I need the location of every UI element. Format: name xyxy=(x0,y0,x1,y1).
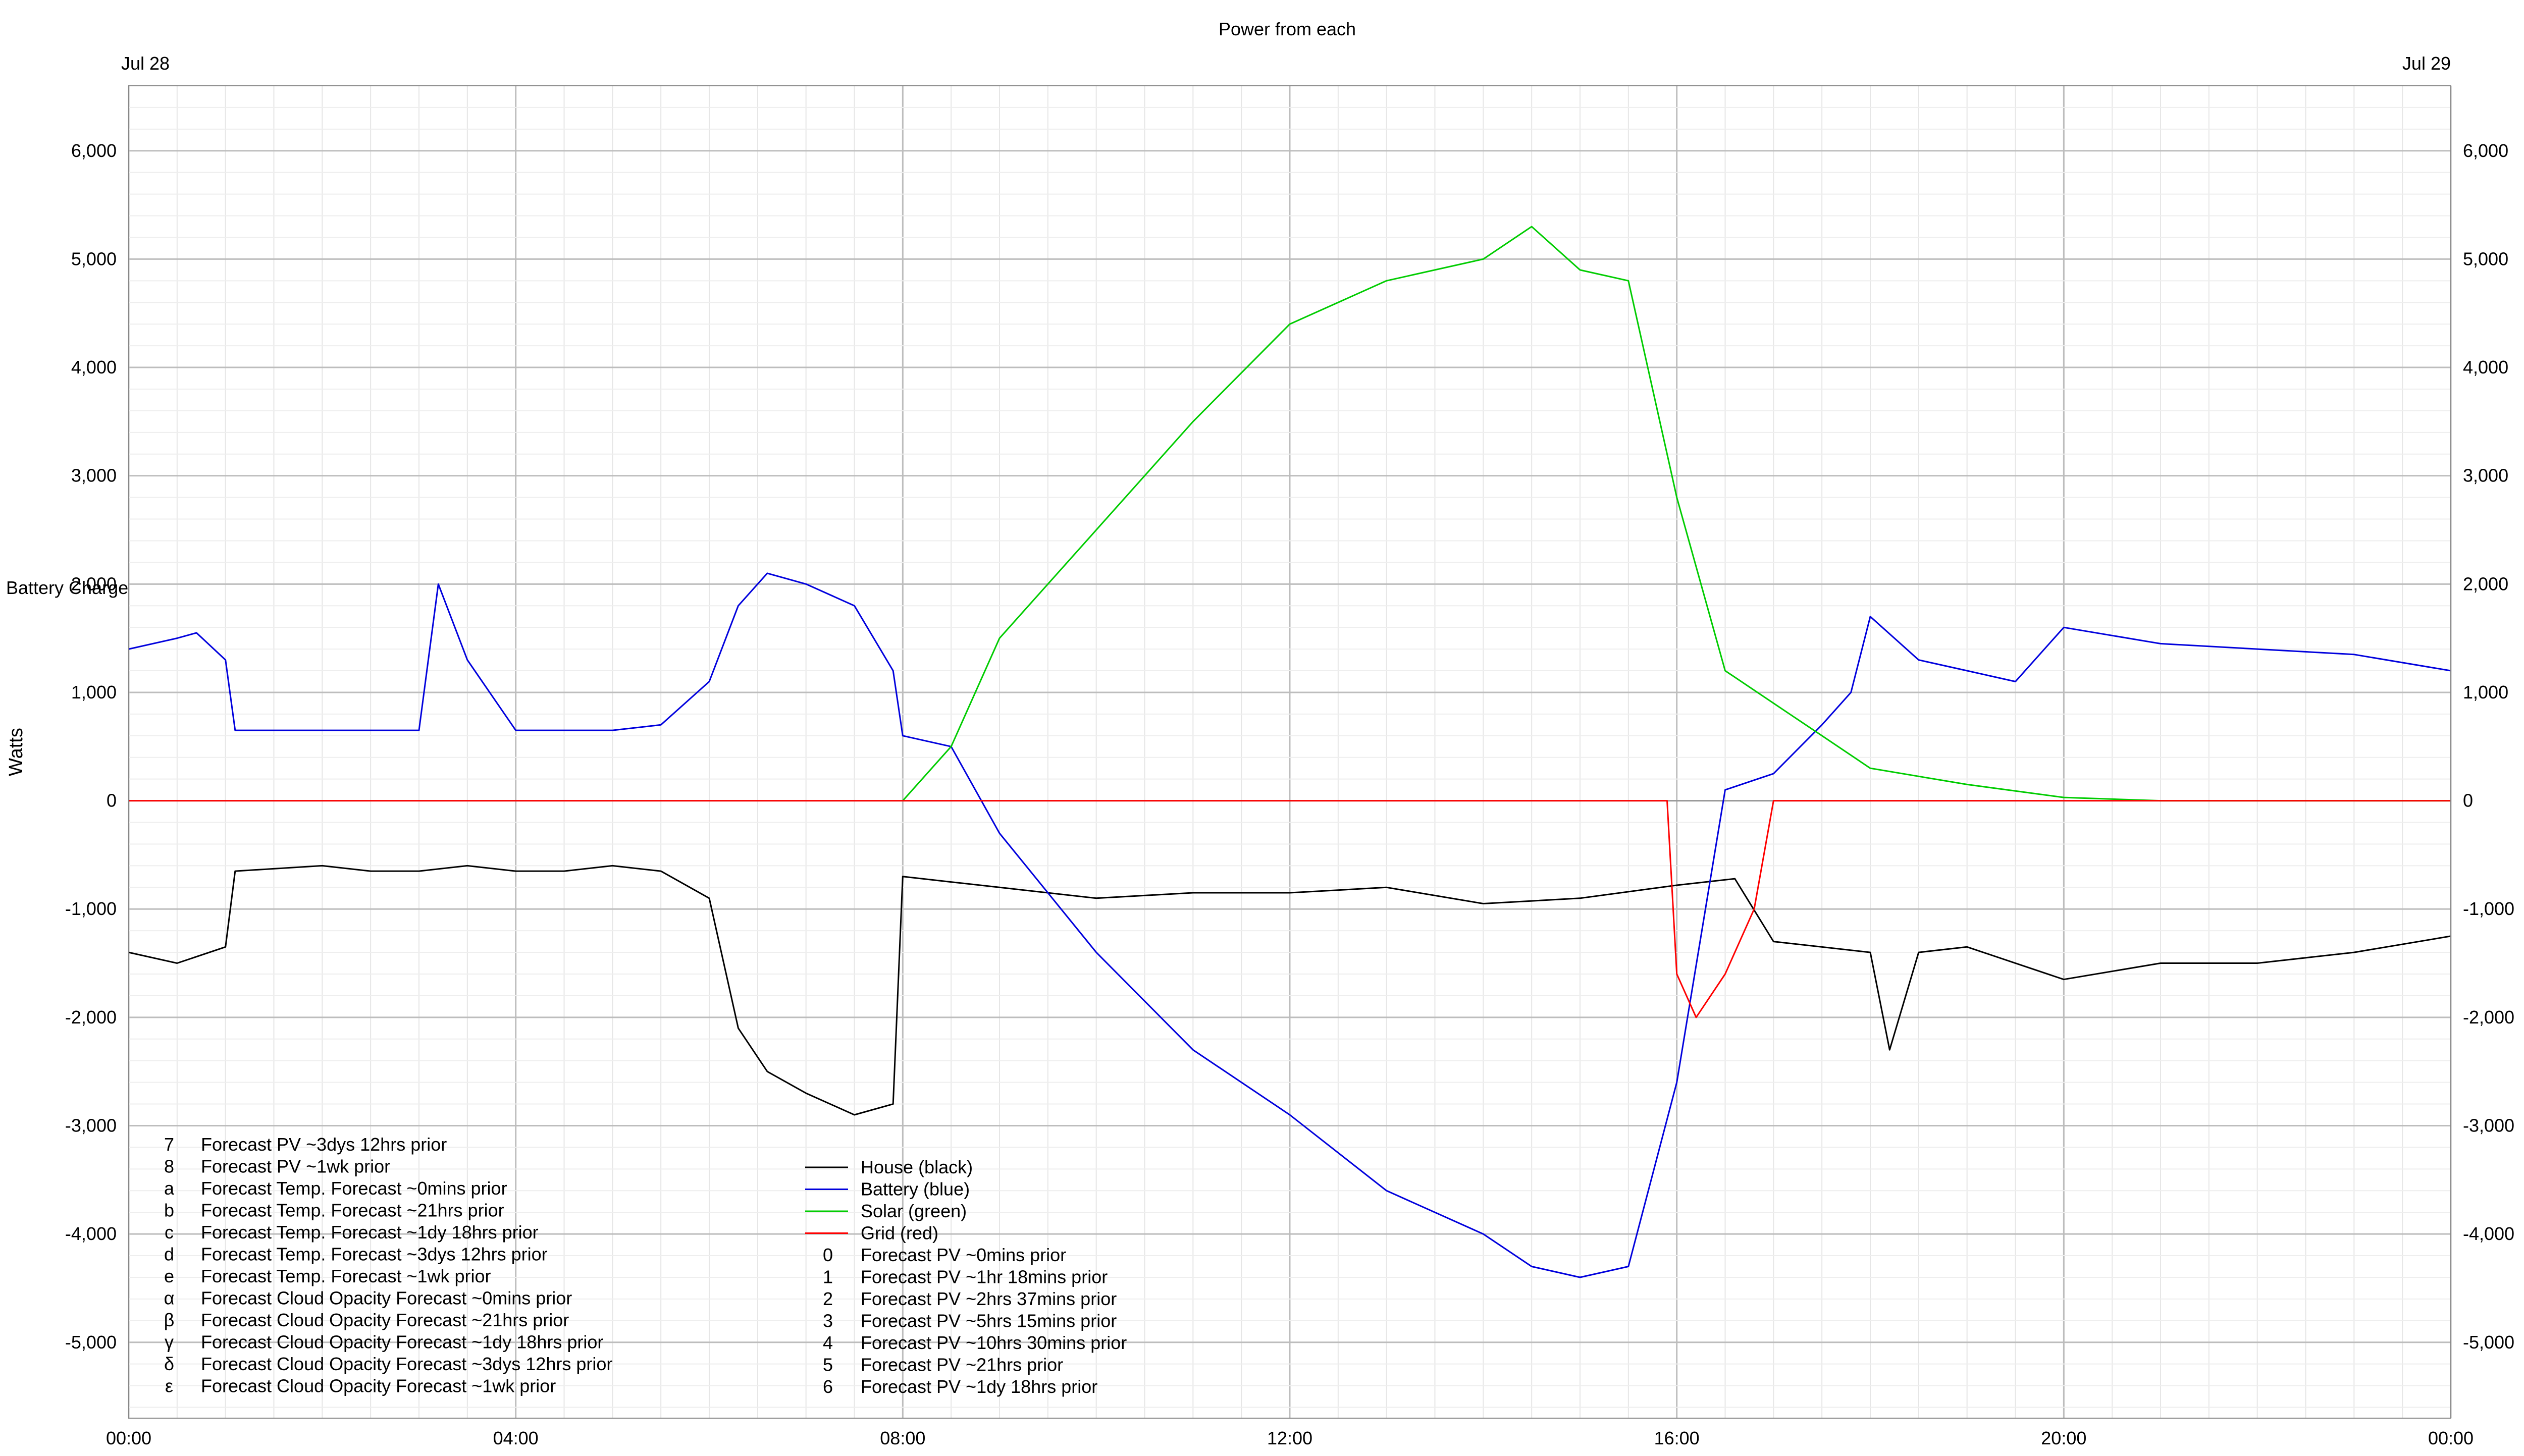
y-tick-label-left: 2,000 xyxy=(71,573,117,594)
legend-right-label: Grid (red) xyxy=(861,1223,938,1244)
legend-right-label: Forecast PV ~2hrs 37mins prior xyxy=(861,1288,1117,1309)
legend-left-marker: c xyxy=(165,1222,174,1243)
legend-left-marker: α xyxy=(164,1288,175,1309)
y-axis-label-left: Watts xyxy=(6,728,27,776)
y-tick-label-left: -1,000 xyxy=(65,898,117,919)
series-line-house xyxy=(128,865,2451,1116)
y-tick-label-left: 4,000 xyxy=(71,357,117,378)
legend-left-marker: e xyxy=(164,1266,174,1286)
legend-left-label: Forecast Cloud Opacity Forecast ~21hrs p… xyxy=(201,1310,569,1330)
legend-left-label: Forecast Temp. Forecast ~3dys 12hrs prio… xyxy=(201,1244,548,1265)
y-tick-label-right: -3,000 xyxy=(2463,1115,2514,1136)
x-tick-label: 00:00 xyxy=(106,1428,151,1448)
legend-left-marker: 7 xyxy=(164,1134,174,1155)
legend-right-marker: 2 xyxy=(823,1288,833,1309)
y-tick-label-right: -1,000 xyxy=(2463,898,2514,919)
x-tick-label: 04:00 xyxy=(493,1428,539,1448)
y-tick-label-left: -5,000 xyxy=(65,1332,117,1353)
series-line-battery xyxy=(128,572,2451,1278)
legend-right-label: Forecast PV ~1dy 18hrs prior xyxy=(861,1376,1097,1397)
legend-right-marker: 3 xyxy=(823,1311,833,1331)
legend-left-label: Forecast Cloud Opacity Forecast ~1wk pri… xyxy=(201,1376,556,1396)
legend-left-label: Forecast Temp. Forecast ~1dy 18hrs prior xyxy=(201,1222,539,1243)
date-start-label: Jul 28 xyxy=(121,53,170,74)
y-tick-label-left: -2,000 xyxy=(65,1007,117,1028)
battery-charge-label: Battery Charge xyxy=(6,577,128,598)
chart-title: Power from each xyxy=(1219,19,1356,39)
y-tick-label-right: 6,000 xyxy=(2463,140,2508,161)
y-tick-label-right: 1,000 xyxy=(2463,682,2508,703)
y-tick-label-left: -4,000 xyxy=(65,1223,117,1244)
y-tick-label-right: 3,000 xyxy=(2463,465,2508,486)
x-tick-label: 08:00 xyxy=(880,1428,925,1448)
legend-left-marker: γ xyxy=(165,1332,174,1353)
y-tick-label-left: -3,000 xyxy=(65,1115,117,1136)
legend-left-label: Forecast Cloud Opacity Forecast ~1dy 18h… xyxy=(201,1332,603,1353)
legend-right-label: Battery (blue) xyxy=(861,1179,970,1200)
y-tick-label-left: 3,000 xyxy=(71,465,117,486)
series-line-grid xyxy=(129,800,2451,1018)
date-end-label: Jul 29 xyxy=(2402,53,2451,74)
x-tick-label: 16:00 xyxy=(1654,1428,1700,1448)
x-tick-label: 00:00 xyxy=(2428,1428,2474,1448)
x-tick-label: 12:00 xyxy=(1267,1428,1312,1448)
series-layer xyxy=(128,226,2451,1278)
legend-left-marker: a xyxy=(164,1178,175,1199)
legend-left-label: Forecast Temp. Forecast ~0mins prior xyxy=(201,1178,507,1199)
plot-frame xyxy=(128,85,2451,1419)
legend-left-marker: 8 xyxy=(164,1156,174,1177)
legend-left-label: Forecast Temp. Forecast ~1wk prior xyxy=(201,1266,491,1286)
y-tick-label-right: 2,000 xyxy=(2463,573,2508,594)
y-tick-label-right: 5,000 xyxy=(2463,248,2508,269)
legend-right-label: Forecast PV ~21hrs prior xyxy=(861,1355,1063,1375)
y-tick-label-left: 1,000 xyxy=(71,682,117,703)
legend-left-label: Forecast PV ~1wk prior xyxy=(201,1156,390,1177)
series-line-solar xyxy=(902,226,2451,802)
legend-left-label: Forecast Cloud Opacity Forecast ~0mins p… xyxy=(201,1288,572,1309)
legend-right-marker: 6 xyxy=(823,1376,833,1397)
legend-left-marker: ε xyxy=(165,1376,173,1396)
legend-right-marker: 0 xyxy=(823,1245,833,1265)
legend-right-marker: 5 xyxy=(823,1355,833,1375)
legend-left-label: Forecast Cloud Opacity Forecast ~3dys 12… xyxy=(201,1354,612,1374)
y-tick-label-left: 0 xyxy=(107,790,117,811)
legend-left-label: Forecast Temp. Forecast ~21hrs prior xyxy=(201,1200,504,1221)
legend-left-marker: d xyxy=(164,1244,174,1265)
legend-right-label: Forecast PV ~0mins prior xyxy=(861,1245,1066,1265)
y-tick-label-right: 4,000 xyxy=(2463,357,2508,378)
legend-left-marker: b xyxy=(164,1200,174,1221)
legend-right-label: Solar (green) xyxy=(861,1201,967,1221)
y-tick-label-left: 6,000 xyxy=(71,140,117,161)
legend-right-label: Forecast PV ~5hrs 15mins prior xyxy=(861,1311,1117,1331)
axis-layer: 00:00 04:00 08:00 12:00 16:00 20:00 00:00 -5,00… xyxy=(6,85,2514,1448)
legend-right-marker: 1 xyxy=(823,1267,833,1287)
y-tick-label-right: -2,000 xyxy=(2463,1007,2514,1028)
legend-left-marker: δ xyxy=(164,1354,174,1374)
legend-left-marker: β xyxy=(164,1310,175,1330)
legend-left-label: Forecast PV ~3dys 12hrs prior xyxy=(201,1134,447,1155)
y-tick-label-right: -4,000 xyxy=(2463,1223,2514,1244)
y-tick-label-left: 5,000 xyxy=(71,248,117,269)
legend-right-marker: 4 xyxy=(823,1332,833,1353)
legend-right-label: Forecast PV ~10hrs 30mins prior xyxy=(861,1332,1127,1353)
y-tick-label-right: 0 xyxy=(2463,790,2473,811)
y-tick-label-right: -5,000 xyxy=(2463,1332,2514,1353)
x-tick-label: 20:00 xyxy=(2041,1428,2086,1448)
legend-right-label: Forecast PV ~1hr 18mins prior xyxy=(861,1267,1108,1287)
legend-right-label: House (black) xyxy=(861,1157,973,1177)
legend-layer: 7 Forecast PV ~3dys 12hrs prior 8 Forecast … xyxy=(164,1134,1127,1397)
